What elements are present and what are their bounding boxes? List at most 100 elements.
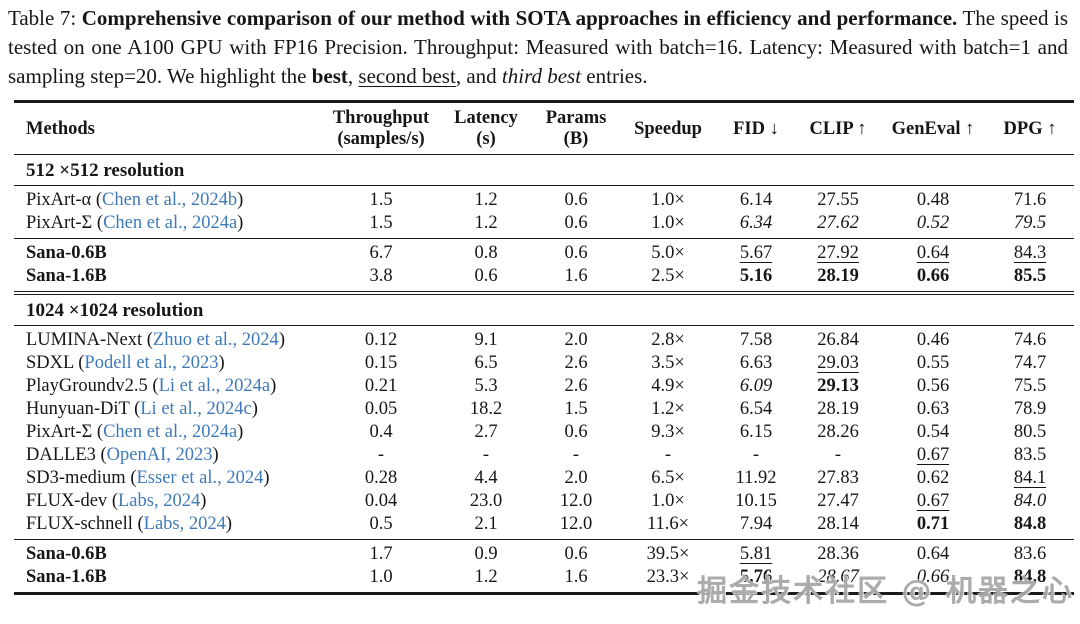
value-cell: 10.15 [735, 491, 777, 511]
comparison-table: Methods Throughput (samples/s) Latency (s) Pa… [14, 100, 1074, 595]
table-header: Methods Throughput (samples/s) Latency (s) Pa… [14, 101, 1074, 155]
caption-second-best: second best [358, 64, 456, 88]
table-row: PixArt-Σ (Chen et al., 2024a) 0.4 2.7 0.6 9.… [14, 421, 1074, 444]
value-cell: 74.6 [1013, 330, 1047, 350]
value-cell: 1.0 [369, 567, 393, 587]
value-cell: 39.5× [646, 544, 690, 564]
value-cell: 9.1 [474, 330, 498, 350]
value-cell: 2.6 [564, 376, 588, 396]
value-cell: 0.6 [564, 190, 588, 210]
method-name: PixArt-Σ [26, 422, 93, 442]
value-cell: 0.6 [564, 544, 588, 564]
row-group: Sana-0.6B 6.7 0.8 0.6 5.0× 5.67 27.92 0.64 84.3 S… [14, 239, 1074, 293]
value-cell: 6.14 [739, 190, 773, 210]
value-cell: 84.3 [1013, 243, 1047, 263]
value-cell: 1.0× [651, 190, 685, 210]
value-cell: 0.56 [916, 376, 950, 396]
value-cell: 84.0 [1013, 491, 1047, 511]
citation-link[interactable]: Zhuo et al., 2024 [152, 330, 279, 350]
citation-link[interactable]: Podell et al., 2023 [84, 353, 219, 373]
value-cell: 79.5 [1013, 213, 1047, 233]
value-cell: 28.19 [817, 399, 859, 419]
value-cell: 0.62 [916, 468, 950, 488]
citation-link[interactable]: Chen et al., 2024a [103, 213, 238, 233]
column-header-clip: CLIP ↑ [809, 118, 867, 139]
value-cell: 0.5 [369, 514, 393, 534]
value-cell: - [664, 445, 672, 465]
value-cell: 0.6 [564, 243, 588, 263]
value-cell: 0.04 [364, 491, 398, 511]
value-cell: 0.28 [364, 468, 398, 488]
citation-link[interactable]: Esser et al., 2024 [136, 468, 264, 488]
value-cell: 1.2 [474, 567, 498, 587]
value-cell: 71.6 [1013, 190, 1047, 210]
table-row: Sana-0.6B 6.7 0.8 0.6 5.0× 5.67 27.92 0.64 84.3 [14, 239, 1074, 266]
value-cell: 1.5 [564, 399, 588, 419]
column-header-methods: Methods [26, 118, 95, 139]
row-group: LUMINA-Next (Zhuo et al., 2024) 0.12 9.1 2.… [14, 326, 1074, 540]
method-name: PlayGroundv2.5 [26, 376, 148, 396]
citation-link[interactable]: Labs, 2024 [143, 514, 226, 534]
method-name: Sana-1.6B [26, 567, 107, 587]
value-cell: 1.0× [651, 213, 685, 233]
value-cell: 85.5 [1013, 266, 1047, 286]
method-name: PixArt-α [26, 190, 92, 210]
value-cell: 2.0 [564, 468, 588, 488]
citation-link[interactable]: Li et al., 2024a [158, 376, 271, 396]
method-cell: SD3-medium (Esser et al., 2024) [26, 468, 270, 488]
value-cell: - [377, 445, 385, 465]
caption-best: best [311, 64, 348, 88]
value-cell: 2.0 [564, 330, 588, 350]
value-cell: 23.3× [646, 567, 690, 587]
method-name: SDXL [26, 353, 74, 373]
table-row: DALLE3 (OpenAI, 2023) - - - - - - 0.67 83.5 [14, 444, 1074, 467]
value-cell: 28.14 [817, 514, 859, 534]
citation-link[interactable]: Chen et al., 2024b [102, 190, 238, 210]
value-cell: 1.2 [474, 190, 498, 210]
value-cell: 28.67 [817, 567, 859, 587]
method-cell: PixArt-Σ (Chen et al., 2024a) [26, 213, 244, 233]
value-cell: 0.12 [364, 330, 398, 350]
value-cell: 6.5× [651, 468, 685, 488]
value-cell: 0.52 [916, 213, 950, 233]
value-cell: 7.94 [739, 514, 773, 534]
citation-link[interactable]: Li et al., 2024c [140, 399, 252, 419]
value-cell: 0.6 [474, 266, 498, 286]
method-name: Hunyuan-DiT [26, 399, 130, 419]
value-cell: 28.36 [817, 544, 859, 564]
value-cell: 0.6 [564, 422, 588, 442]
value-cell: 1.6 [564, 567, 588, 587]
value-cell: 12.0 [559, 514, 593, 534]
column-header-speedup: Speedup [634, 118, 702, 139]
column-header-fid: FID ↓ [733, 118, 779, 139]
table-row: FLUX-dev (Labs, 2024) 0.04 23.0 12.0 1.0× 10.… [14, 490, 1074, 513]
citation-link[interactable]: Chen et al., 2024a [103, 422, 238, 442]
table-row: PixArt-α (Chen et al., 2024b) 1.5 1.2 0.6 1.… [14, 186, 1074, 213]
value-cell: 27.83 [817, 468, 859, 488]
method-name: FLUX-schnell [26, 514, 133, 534]
value-cell: 9.3× [651, 422, 685, 442]
value-cell: 7.58 [739, 330, 773, 350]
value-cell: 83.6 [1013, 544, 1047, 564]
method-name: Sana-1.6B [26, 266, 107, 286]
value-cell: 0.05 [364, 399, 398, 419]
method-cell: Hunyuan-DiT (Li et al., 2024c) [26, 399, 258, 419]
citation-link[interactable]: Labs, 2024 [117, 491, 201, 511]
method-name: PixArt-Σ [26, 213, 93, 233]
row-group: PixArt-α (Chen et al., 2024b) 1.5 1.2 0.6 1.… [14, 186, 1074, 239]
value-cell: 84.8 [1013, 514, 1047, 534]
caption-bold-title: Comprehensive comparison of our method w… [81, 6, 958, 30]
value-cell: 0.46 [916, 330, 950, 350]
method-cell: FLUX-dev (Labs, 2024) [26, 491, 207, 511]
column-header-latency: Latency (s) [454, 108, 518, 149]
method-cell: LUMINA-Next (Zhuo et al., 2024) [26, 330, 285, 350]
value-cell: 28.19 [817, 266, 859, 286]
value-cell: 0.9 [474, 544, 498, 564]
value-cell: 27.47 [817, 491, 859, 511]
method-cell: PlayGroundv2.5 (Li et al., 2024a) [26, 376, 277, 396]
value-cell: 0.71 [916, 514, 950, 534]
citation-link[interactable]: OpenAI, 2023 [106, 445, 213, 465]
caption-sep: , and [455, 64, 502, 88]
value-cell: 12.0 [559, 491, 593, 511]
